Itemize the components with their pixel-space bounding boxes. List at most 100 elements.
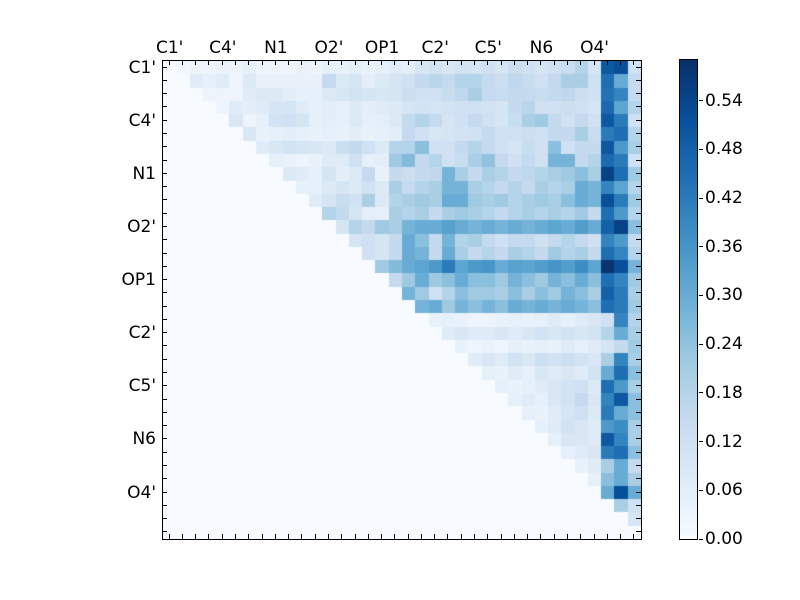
axis-tick: [434, 534, 436, 539]
axis-tick: [208, 534, 210, 539]
axis-tick: [341, 60, 343, 65]
axis-tick: [636, 464, 641, 466]
axis-tick: [633, 60, 635, 65]
axis-tick: [447, 60, 449, 65]
axis-tick: [162, 159, 167, 161]
axis-tick: [636, 279, 641, 281]
axis-tick: [394, 60, 396, 65]
axis-tick: [633, 534, 635, 539]
axis-tick: [221, 534, 223, 539]
axis-tick: [162, 292, 167, 294]
axis-tick: [636, 318, 641, 320]
axis-tick: [636, 172, 641, 174]
axis-tick: [698, 148, 703, 150]
axis-tick: [235, 534, 237, 539]
axis-tick: [698, 489, 703, 491]
axis-tick: [636, 66, 641, 68]
axis-tick: [620, 534, 622, 539]
axis-tick: [162, 146, 167, 148]
y-axis-label: N1: [132, 163, 156, 184]
axis-tick: [513, 60, 515, 65]
axis-tick: [698, 246, 703, 248]
axis-tick: [367, 60, 369, 65]
axis-tick: [341, 534, 343, 539]
axis-tick: [636, 212, 641, 214]
axis-tick: [162, 318, 167, 320]
y-axis-label: N6: [132, 429, 156, 450]
axis-tick: [301, 534, 303, 539]
axis-tick: [162, 252, 167, 254]
axis-tick: [636, 531, 641, 533]
axis-tick: [162, 491, 167, 493]
heatmap-plot-area: [161, 59, 642, 540]
y-axis-label: O4': [127, 482, 156, 503]
axis-tick: [162, 186, 167, 188]
axis-tick: [407, 534, 409, 539]
axis-tick: [354, 534, 356, 539]
axis-tick: [162, 172, 167, 174]
axis-tick: [566, 534, 568, 539]
axis-tick: [636, 504, 641, 506]
axis-tick: [420, 60, 422, 65]
x-axis-label: O2': [314, 38, 344, 58]
axis-tick: [208, 60, 210, 65]
axis-tick: [162, 478, 167, 480]
axis-tick: [162, 225, 167, 227]
colorbar-tick-label: 0.42: [705, 188, 743, 209]
axis-tick: [636, 518, 641, 520]
axis-tick: [553, 60, 555, 65]
axis-tick: [381, 534, 383, 539]
axis-tick: [606, 60, 608, 65]
axis-tick: [636, 425, 641, 427]
y-axis-label: C5': [128, 376, 156, 397]
axis-tick: [367, 534, 369, 539]
axis-tick: [698, 100, 703, 102]
colorbar-tick-label: 0.48: [705, 139, 743, 160]
colorbar-tick-label: 0.12: [705, 431, 743, 452]
axis-tick: [636, 93, 641, 95]
y-axis-label: C4': [128, 110, 156, 131]
axis-tick: [181, 60, 183, 65]
colorbar-tick-label: 0.00: [705, 529, 743, 549]
axis-tick: [593, 534, 595, 539]
axis-tick: [580, 534, 582, 539]
x-axis-label: OP1: [364, 38, 400, 58]
axis-tick: [248, 534, 250, 539]
axis-tick: [162, 93, 167, 95]
axis-tick: [580, 60, 582, 65]
axis-tick: [636, 332, 641, 334]
axis-tick: [162, 119, 167, 121]
axis-tick: [566, 60, 568, 65]
axis-tick: [235, 60, 237, 65]
axis-tick: [407, 60, 409, 65]
axis-tick: [636, 385, 641, 387]
axis-tick: [698, 538, 703, 540]
axis-tick: [162, 398, 167, 400]
axis-tick: [636, 133, 641, 135]
colorbar-tick-label: 0.36: [705, 236, 743, 257]
axis-tick: [593, 60, 595, 65]
y-axis-label: C2': [128, 323, 156, 344]
axis-tick: [636, 106, 641, 108]
axis-tick: [636, 186, 641, 188]
axis-tick: [195, 534, 197, 539]
axis-tick: [540, 534, 542, 539]
axis-tick: [162, 438, 167, 440]
axis-tick: [636, 239, 641, 241]
y-axis-label: O2': [127, 216, 156, 237]
axis-tick: [288, 534, 290, 539]
axis-tick: [513, 534, 515, 539]
axis-tick: [162, 451, 167, 453]
axis-tick: [606, 534, 608, 539]
axis-tick: [698, 197, 703, 199]
axis-tick: [474, 60, 476, 65]
axis-tick: [620, 60, 622, 65]
axis-tick: [540, 60, 542, 65]
axis-tick: [288, 60, 290, 65]
axis-tick: [460, 534, 462, 539]
x-axis-label: C4': [209, 38, 237, 58]
axis-tick: [162, 518, 167, 520]
axis-tick: [636, 345, 641, 347]
axis-tick: [162, 305, 167, 307]
heatmap-canvas: [162, 60, 641, 539]
